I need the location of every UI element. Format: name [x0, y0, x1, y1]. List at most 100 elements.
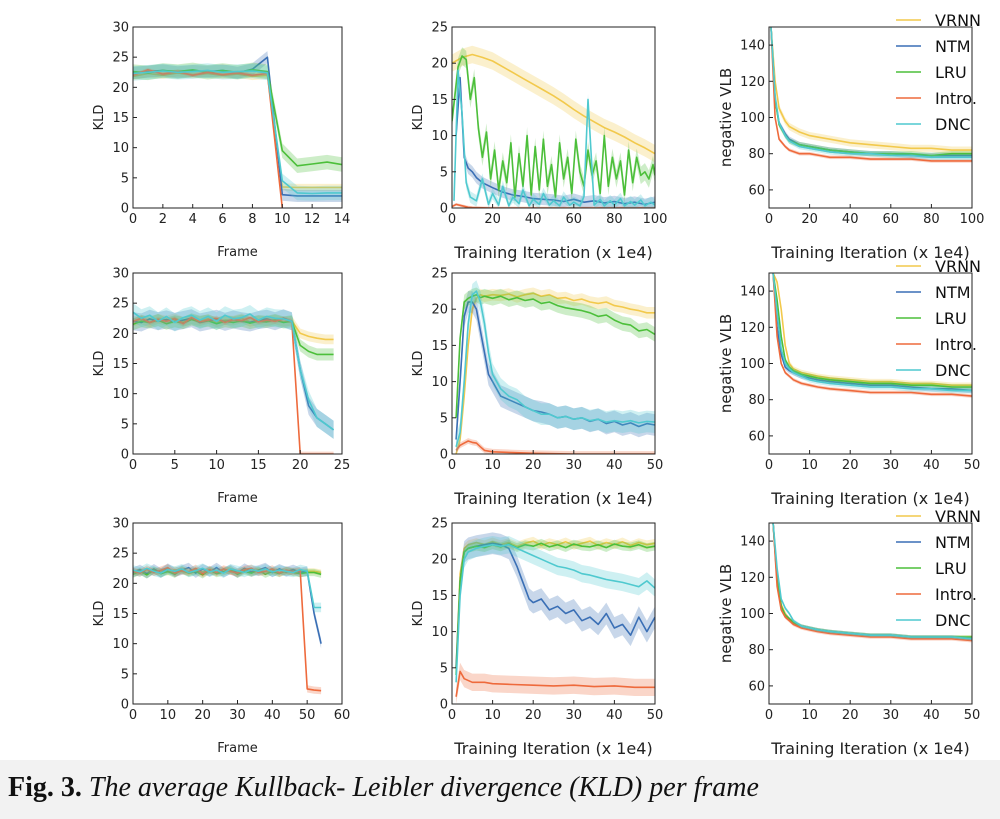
legend: VRNN NTM LRU Intro. DNC	[896, 507, 981, 630]
chart-r2c1: 0 5 10 15 20 25 0 5 10 15 20 25 30 Frame KLD	[92, 267, 350, 507]
band-dnc	[133, 303, 334, 439]
y-tick-label: 20	[112, 577, 129, 592]
chart-r1c1: 0 2 4 6 8 10 12 14 0 5 10 15 20 25 30 Frame KLD	[92, 21, 350, 261]
plot-frame	[451, 522, 656, 705]
y-tick-label: 100	[740, 607, 765, 622]
series-group	[133, 562, 322, 695]
figure-caption: Fig. 3. The average Kullback- Leibler di…	[8, 772, 759, 804]
y-tick-label: 0	[121, 202, 129, 217]
x-tick-label: 20	[525, 458, 542, 473]
legend: VRNN NTM LRU Intro. DNC	[896, 257, 981, 380]
legend-label: DNC	[935, 611, 970, 630]
y-tick-label: 5	[121, 417, 129, 432]
x-tick-label: 25	[334, 458, 351, 473]
y-tick-label: 30	[112, 21, 129, 36]
band-vrnn	[452, 45, 655, 163]
band-lru	[456, 287, 655, 425]
x-tick-label: 60	[334, 708, 351, 723]
x-tick-label: 12	[304, 212, 321, 227]
band-vrnn	[456, 287, 655, 454]
y-tick-label: 0	[121, 448, 129, 463]
y-tick-label: 80	[748, 147, 765, 162]
y-axis-label: KLD	[411, 601, 426, 627]
y-tick-label: 25	[431, 517, 448, 532]
series-line-intro	[133, 69, 284, 208]
series-line-vrnn	[455, 292, 655, 454]
y-tick-label: 100	[740, 111, 765, 126]
x-tick-label: 10	[208, 458, 225, 473]
series-line-dnc	[133, 567, 322, 609]
x-axis-label: Training Iteration (x 1e4)	[453, 243, 652, 262]
y-tick-label: 5	[440, 411, 448, 426]
y-tick-label: 120	[740, 571, 765, 586]
series-line-vrnn	[452, 53, 655, 155]
y-tick-label: 60	[748, 679, 765, 694]
y-tick-label: 80	[748, 393, 765, 408]
x-axis-label: Training Iteration (x 1e4)	[770, 243, 969, 262]
series-line-vrnn	[770, 27, 972, 151]
x-tick-label: 50	[964, 708, 981, 723]
y-tick-label: 0	[440, 448, 448, 463]
series-line-ntm	[455, 542, 655, 668]
x-tick-label: 14	[334, 212, 351, 227]
band-dnc	[133, 63, 342, 201]
band-intro	[452, 202, 655, 208]
series-group	[772, 523, 972, 643]
series-line-intro	[772, 273, 972, 397]
x-tick-label: 40	[525, 212, 542, 227]
legend-label: LRU	[935, 559, 967, 578]
series-line-intro	[133, 566, 322, 692]
legend-label: Intro.	[935, 89, 977, 108]
x-tick-label: 40	[923, 708, 940, 723]
y-tick-label: 25	[112, 297, 129, 312]
band-vrnn	[133, 69, 342, 192]
series-line-dnc	[453, 69, 655, 207]
y-tick-label: 60	[748, 183, 765, 198]
series-line-lru	[772, 273, 972, 388]
x-tick-label: 60	[566, 212, 583, 227]
y-tick-label: 15	[431, 93, 448, 108]
x-tick-label: 40	[264, 708, 281, 723]
y-tick-label: 20	[112, 327, 129, 342]
x-tick-label: 0	[765, 212, 773, 227]
x-tick-label: 0	[448, 458, 456, 473]
y-axis-label: negative VLB	[717, 68, 735, 167]
x-tick-label: 30	[883, 458, 900, 473]
series-group	[455, 280, 655, 454]
x-tick-label: 50	[647, 458, 664, 473]
series-line-ntm	[455, 76, 655, 206]
x-tick-label: 20	[842, 458, 859, 473]
x-tick-label: 40	[923, 458, 940, 473]
series-line-lru	[455, 293, 655, 418]
legend: VRNN NTM LRU Intro. DNC	[896, 11, 981, 134]
x-tick-label: 20	[842, 708, 859, 723]
caption-text: The average Kullback- Leibler divergence…	[88, 772, 759, 803]
band-intro	[133, 564, 322, 695]
y-tick-label: 15	[112, 357, 129, 372]
y-tick-label: 20	[431, 57, 448, 72]
y-tick-label: 10	[431, 375, 448, 390]
series-line-lru	[133, 69, 342, 167]
x-tick-label: 50	[299, 708, 316, 723]
y-tick-label: 140	[740, 39, 765, 54]
legend-label: NTM	[935, 283, 971, 302]
x-tick-label: 20	[484, 212, 501, 227]
x-tick-label: 0	[765, 708, 773, 723]
y-tick-label: 120	[740, 75, 765, 90]
x-axis-label: Training Iteration (x 1e4)	[770, 489, 969, 508]
series-line-lru	[452, 55, 655, 198]
series-line-ntm	[133, 566, 322, 644]
band-intro	[133, 68, 283, 208]
x-axis-label: Frame	[217, 245, 258, 260]
plot-frame	[451, 26, 656, 209]
y-tick-label: 10	[431, 625, 448, 640]
y-tick-label: 5	[121, 171, 129, 186]
series-line-lru	[455, 542, 655, 676]
y-tick-label: 0	[440, 202, 448, 217]
x-tick-label: 50	[647, 708, 664, 723]
series-line-dnc	[772, 273, 972, 392]
legend-label: DNC	[935, 115, 970, 134]
y-axis-label: KLD	[411, 351, 426, 377]
x-tick-label: 0	[129, 212, 137, 227]
